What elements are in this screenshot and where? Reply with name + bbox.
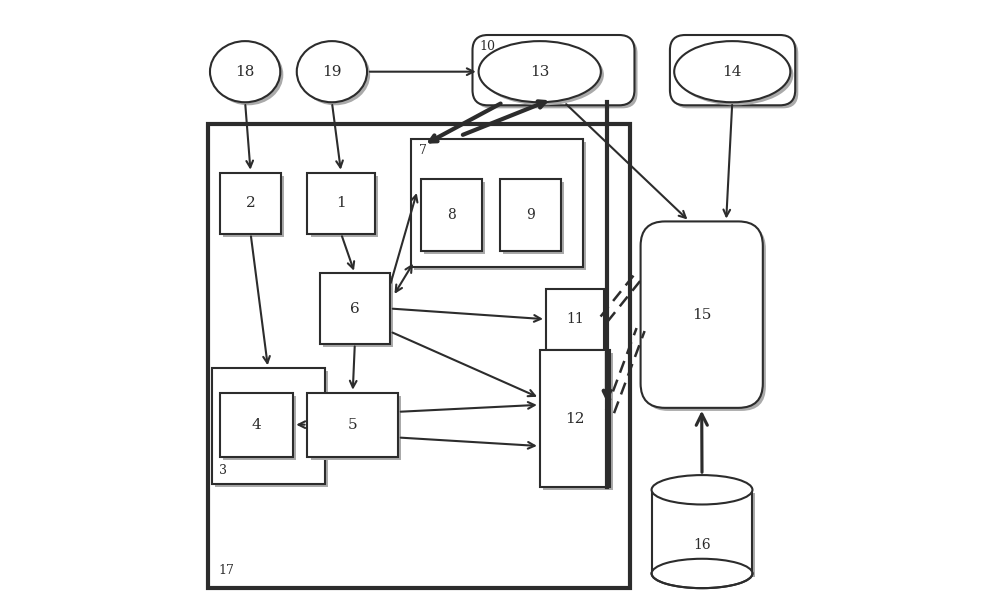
FancyBboxPatch shape [644,225,766,411]
FancyBboxPatch shape [655,493,755,577]
Text: 19: 19 [322,64,342,79]
FancyBboxPatch shape [540,350,610,488]
Ellipse shape [677,44,793,105]
FancyBboxPatch shape [476,38,638,108]
FancyBboxPatch shape [311,176,378,237]
Text: 5: 5 [348,418,358,432]
Text: 18: 18 [235,64,255,79]
FancyBboxPatch shape [411,139,583,267]
FancyBboxPatch shape [500,179,561,251]
Text: 13: 13 [530,64,549,79]
Text: 10: 10 [480,40,496,53]
FancyBboxPatch shape [220,392,293,457]
FancyBboxPatch shape [223,395,296,460]
Ellipse shape [300,44,370,105]
Text: 9: 9 [526,208,535,222]
FancyBboxPatch shape [223,176,284,237]
Text: 8: 8 [447,208,455,222]
FancyBboxPatch shape [670,35,795,105]
FancyBboxPatch shape [307,173,375,234]
FancyBboxPatch shape [472,35,634,105]
FancyBboxPatch shape [320,273,390,344]
Ellipse shape [482,44,604,105]
Text: 15: 15 [692,308,711,322]
Text: 2: 2 [246,196,255,210]
Ellipse shape [297,41,367,103]
Text: 6: 6 [350,301,360,316]
Ellipse shape [652,475,752,505]
Ellipse shape [479,41,601,103]
Text: 11: 11 [566,313,584,326]
Ellipse shape [213,44,283,105]
FancyBboxPatch shape [421,179,482,251]
FancyBboxPatch shape [503,182,564,254]
Text: 12: 12 [565,411,585,426]
Ellipse shape [674,41,790,103]
Text: 17: 17 [219,564,235,577]
FancyBboxPatch shape [311,395,401,460]
Text: 16: 16 [693,538,711,552]
FancyBboxPatch shape [414,142,586,270]
Text: 3: 3 [219,464,227,477]
FancyBboxPatch shape [641,222,763,408]
FancyBboxPatch shape [212,368,325,484]
Ellipse shape [652,559,752,588]
FancyBboxPatch shape [220,173,281,234]
FancyBboxPatch shape [652,490,752,573]
Text: 1: 1 [336,196,346,210]
FancyBboxPatch shape [208,123,630,588]
Text: 7: 7 [419,144,427,157]
Text: 4: 4 [252,418,262,432]
FancyBboxPatch shape [215,371,328,488]
FancyBboxPatch shape [549,292,607,353]
Ellipse shape [210,41,280,103]
FancyBboxPatch shape [543,353,613,491]
FancyBboxPatch shape [307,392,398,457]
FancyBboxPatch shape [546,289,604,350]
FancyBboxPatch shape [323,276,393,347]
FancyBboxPatch shape [673,38,798,108]
Text: 14: 14 [723,64,742,79]
FancyBboxPatch shape [424,182,485,254]
